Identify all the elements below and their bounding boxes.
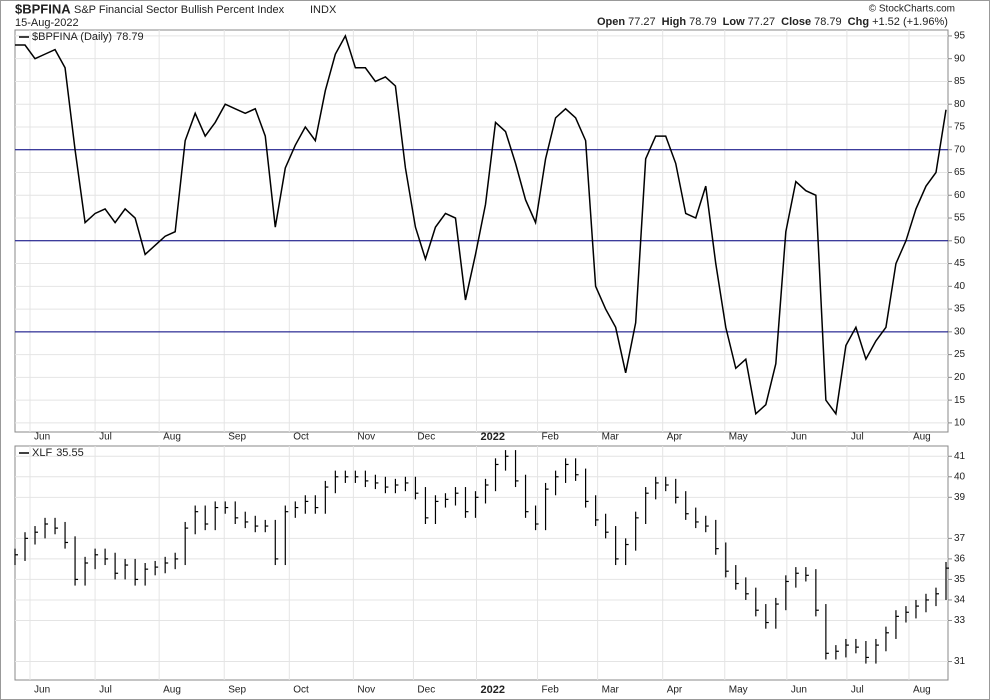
- y-tick-label: 95: [954, 31, 966, 42]
- legend-label: XLF: [32, 447, 52, 459]
- y-tick-label: 40: [954, 471, 966, 482]
- index-line: [15, 34, 947, 416]
- legend-value: 78.79: [116, 31, 144, 43]
- x-tick-label: Jun: [34, 432, 50, 443]
- x-tick-label: Apr: [667, 432, 683, 443]
- y-tick-label: 15: [954, 395, 966, 406]
- quote-value: 77.27: [748, 16, 776, 28]
- y-tick-label: 25: [954, 349, 966, 360]
- x-tick-label: Feb: [542, 432, 560, 443]
- y-tick-label: 39: [954, 492, 966, 503]
- exchange: INDX: [310, 4, 337, 16]
- quote-label: Chg: [848, 16, 869, 28]
- x-tick-label: Dec: [417, 685, 435, 696]
- y-tick-label: 37: [954, 533, 966, 544]
- y-tick-label: 90: [954, 53, 966, 64]
- x-tick-label: 2022: [480, 431, 504, 443]
- y-tick-label: 65: [954, 167, 966, 178]
- x-tick-label: Mar: [602, 685, 620, 696]
- legend-value: 35.55: [56, 447, 84, 459]
- y-tick-label: 40: [954, 281, 966, 292]
- date: 15-Aug-2022: [15, 17, 79, 29]
- quote-label: Open: [597, 16, 625, 28]
- x-tick-label: Jul: [99, 685, 112, 696]
- x-tick-label: May: [729, 685, 748, 696]
- y-tick-label: 33: [954, 615, 966, 626]
- copyright: © StockCharts.com: [869, 4, 955, 15]
- y-tick-label: 45: [954, 258, 966, 269]
- y-tick-label: 80: [954, 99, 966, 110]
- quote-label: Low: [723, 16, 745, 28]
- y-tick-label: 20: [954, 372, 966, 383]
- x-tick-label: Feb: [542, 685, 560, 696]
- x-tick-label: Apr: [667, 685, 683, 696]
- x-tick-label: Sep: [228, 432, 246, 443]
- quote-label: High: [662, 16, 687, 28]
- y-tick-label: 30: [954, 326, 966, 337]
- y-tick-label: 35: [954, 304, 966, 315]
- y-tick-label: 41: [954, 451, 966, 462]
- quote-label: Close: [781, 16, 811, 28]
- y-tick-label: 10: [954, 418, 966, 429]
- x-tick-label: Oct: [293, 432, 309, 443]
- y-tick-label: 55: [954, 213, 966, 224]
- x-tick-label: Dec: [417, 432, 435, 443]
- x-tick-label: Jul: [851, 432, 864, 443]
- y-tick-label: 35: [954, 574, 966, 585]
- legend-label: $BPFINA (Daily): [32, 31, 112, 43]
- x-tick-label: Aug: [163, 685, 181, 696]
- quote-value: +1.52 (+1.96%): [872, 16, 948, 28]
- x-tick-label: Jun: [791, 685, 807, 696]
- y-tick-label: 50: [954, 235, 966, 246]
- quote-value: 78.79: [689, 16, 717, 28]
- plot-area: [14, 445, 949, 681]
- x-tick-label: Nov: [357, 432, 375, 443]
- y-tick-label: 75: [954, 122, 966, 133]
- y-tick-label: 34: [954, 595, 966, 606]
- symbol: $BPFINA: [15, 1, 71, 16]
- x-tick-label: Aug: [163, 432, 181, 443]
- y-tick-label: 85: [954, 76, 966, 87]
- x-tick-label: Nov: [357, 685, 375, 696]
- quote: Open 77.27 High 78.79 Low 77.27 Close 78.79 Chg +…: [597, 16, 948, 28]
- y-tick-label: 31: [954, 656, 966, 667]
- x-tick-label: Aug: [913, 432, 931, 443]
- x-tick-label: May: [729, 432, 748, 443]
- quote-value: 77.27: [628, 16, 656, 28]
- x-tick-label: Sep: [228, 685, 246, 696]
- x-tick-label: Oct: [293, 685, 309, 696]
- x-tick-label: Jun: [791, 432, 807, 443]
- plot-area: [14, 29, 949, 433]
- index-name: S&P Financial Sector Bullish Percent Ind…: [74, 4, 285, 16]
- y-tick-label: 36: [954, 554, 966, 565]
- x-tick-label: Jun: [34, 685, 50, 696]
- x-tick-label: 2022: [480, 684, 504, 696]
- x-tick-label: Mar: [602, 432, 620, 443]
- quote-value: 78.79: [814, 16, 842, 28]
- y-tick-label: 70: [954, 144, 966, 155]
- y-tick-label: 60: [954, 190, 966, 201]
- x-tick-label: Jul: [851, 685, 864, 696]
- x-tick-label: Jul: [99, 432, 112, 443]
- x-tick-label: Aug: [913, 685, 931, 696]
